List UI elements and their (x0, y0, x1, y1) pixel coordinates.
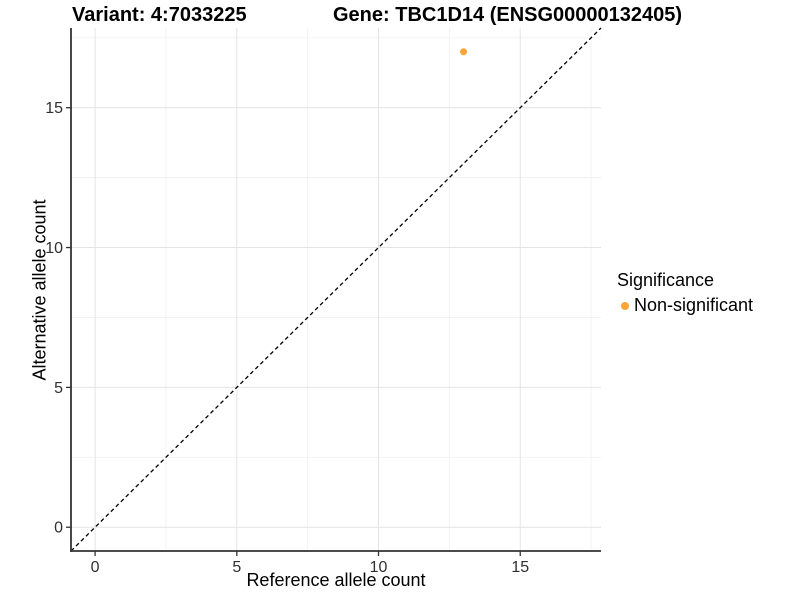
variant-title: Variant: 4:7033225 (72, 4, 247, 26)
point-marker-icon (621, 301, 629, 310)
identity-line (70, 27, 602, 552)
y-tick-label: 15 (45, 100, 63, 117)
data-point (460, 48, 468, 56)
y-axis-title: Alternative allele count (29, 199, 50, 381)
legend: Significance Non-significant (617, 270, 753, 316)
x-tick-label: 15 (511, 559, 529, 576)
x-tick-label: 0 (91, 559, 100, 576)
x-tick-label: 10 (370, 559, 388, 576)
y-tick-label: 5 (54, 380, 63, 397)
x-tick-label: 5 (232, 559, 241, 576)
legend-item: Non-significant (617, 295, 753, 316)
legend-item-label: Non-significant (634, 295, 754, 315)
y-tick-label: 10 (45, 240, 63, 257)
legend-title: Significance (617, 270, 715, 290)
y-tick-label: 0 (54, 520, 63, 537)
gene-title: Gene: TBC1D14 (ENSG00000132405) (333, 4, 683, 26)
x-axis-title: Reference allele count (246, 570, 426, 590)
